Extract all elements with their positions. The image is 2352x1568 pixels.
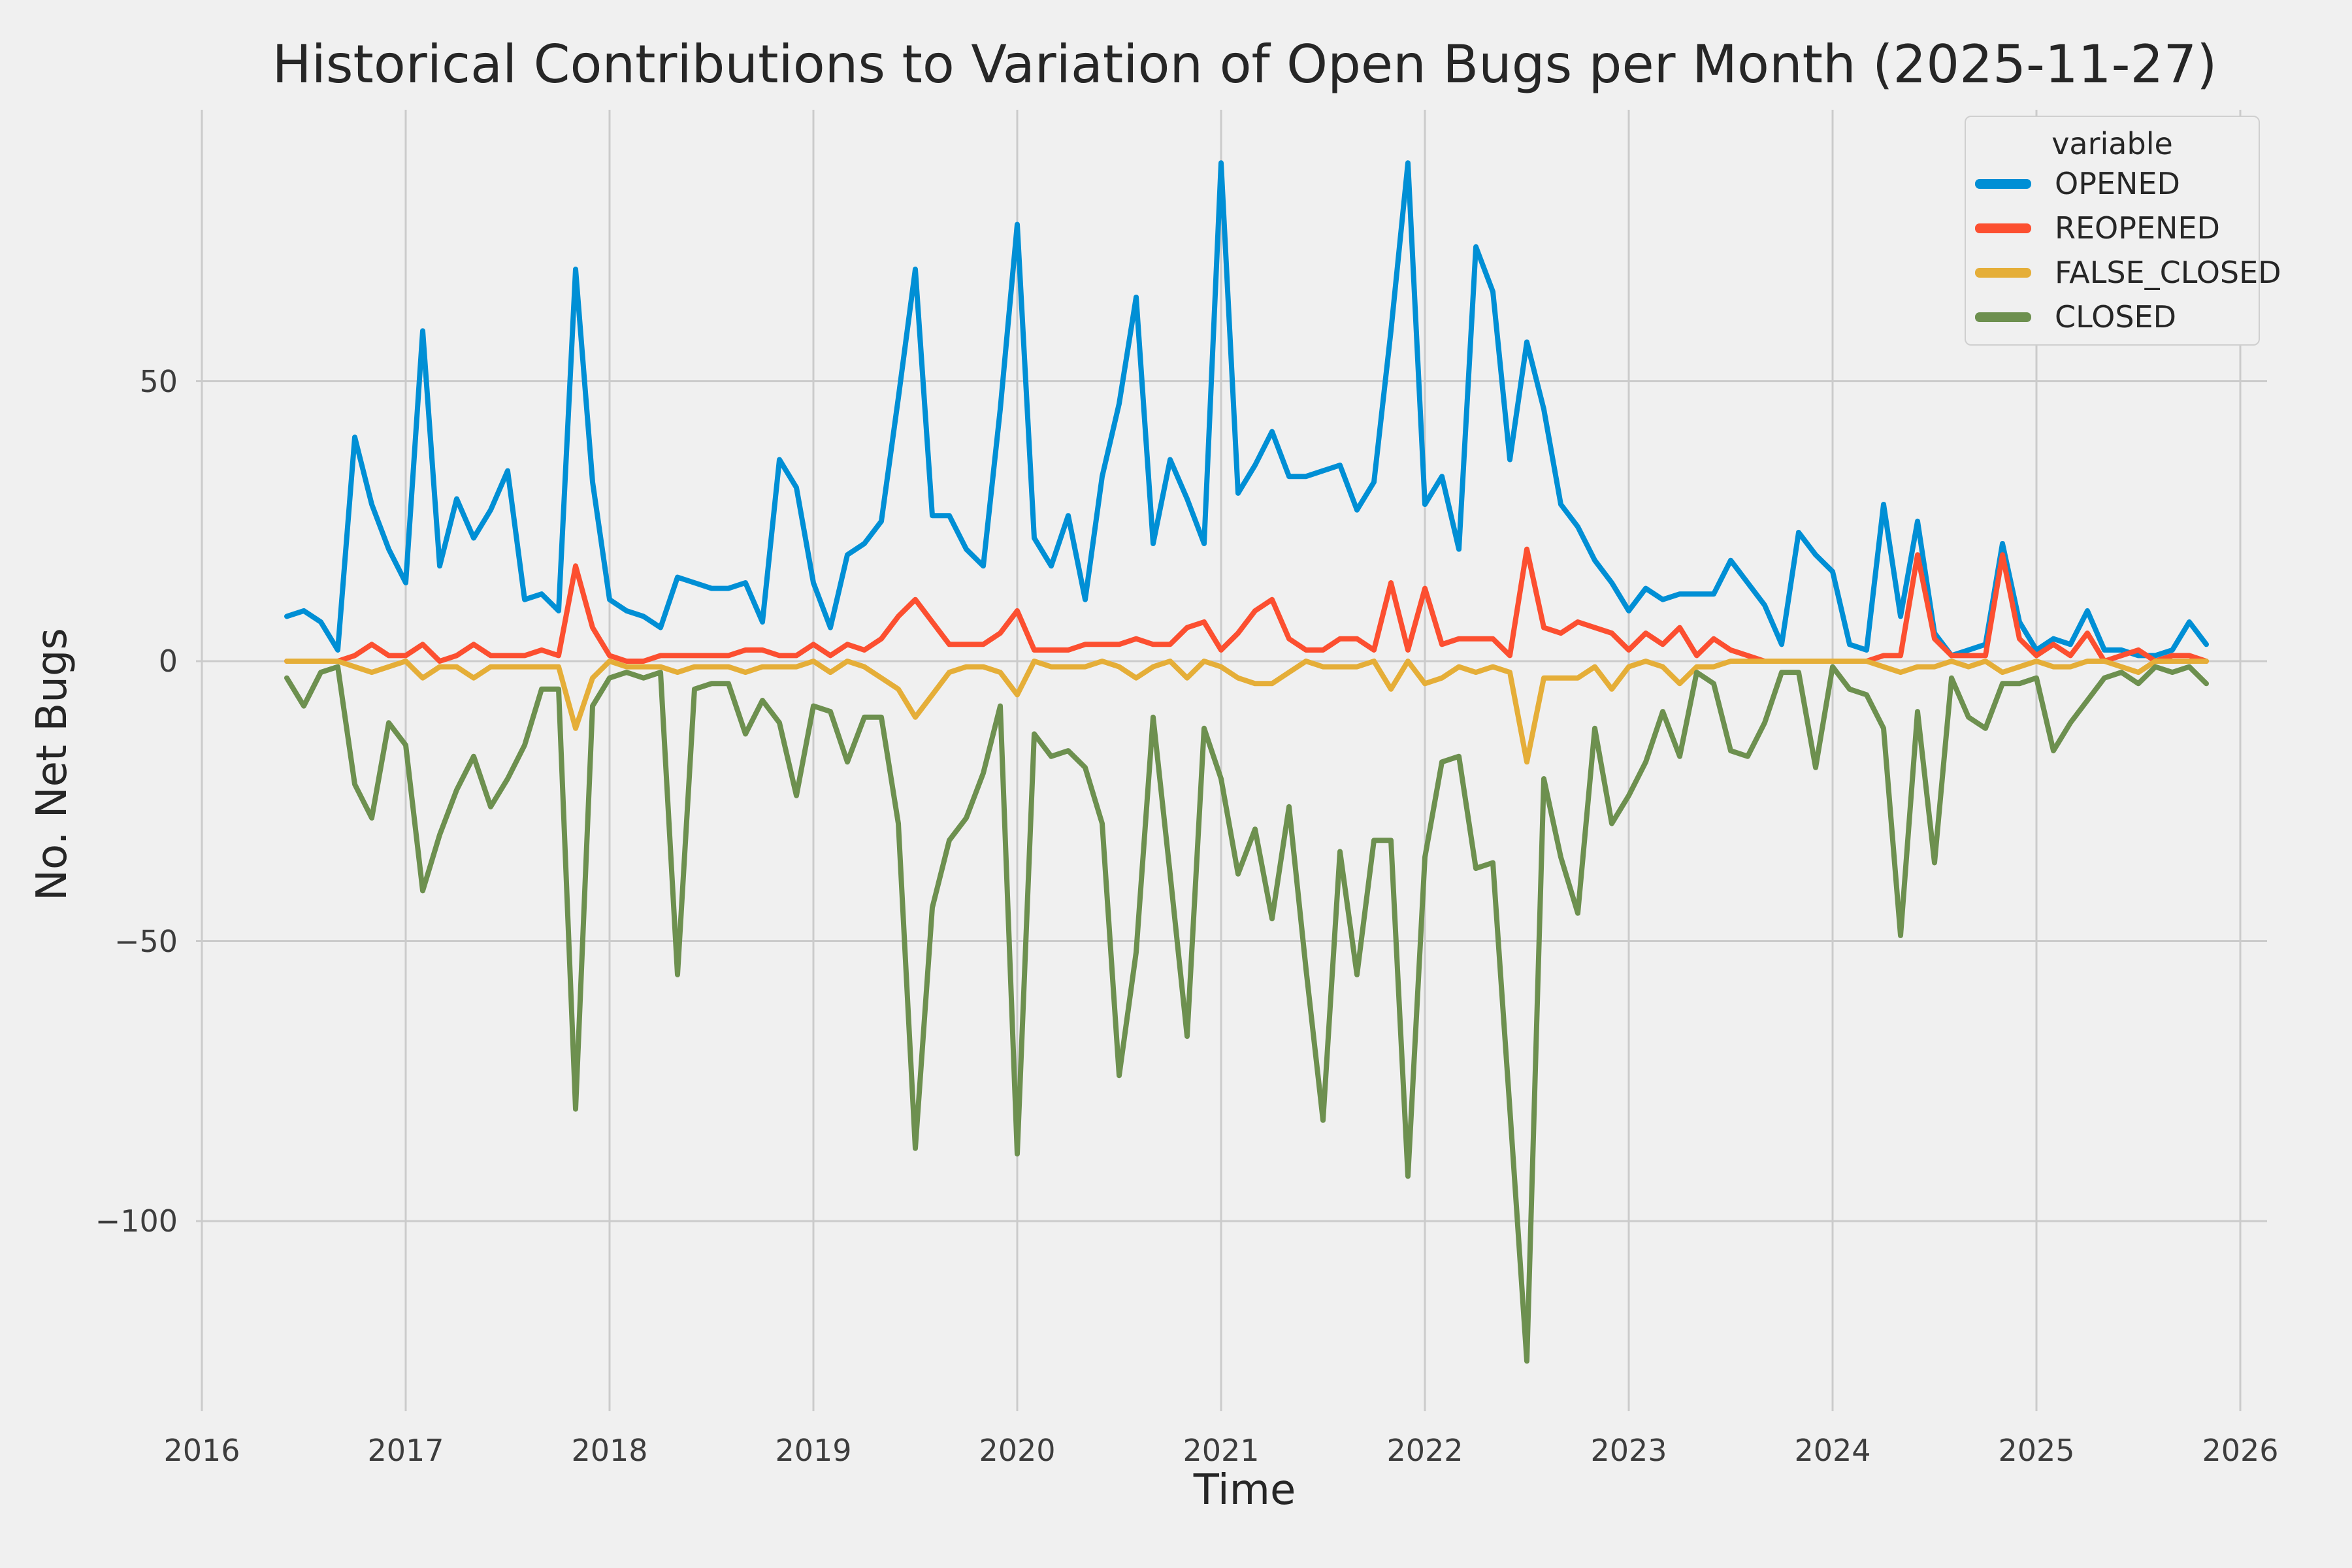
legend-swatch-false_closed bbox=[1975, 267, 2031, 278]
legend: variable OPENED REOPENED FALSE_CLOSED CLOSE… bbox=[1965, 116, 2281, 346]
legend-item-opened: OPENED bbox=[1966, 161, 2259, 206]
x-axis-label: Time bbox=[1193, 1466, 1296, 1514]
legend-item-closed: CLOSED bbox=[1966, 295, 2259, 339]
legend-label-closed: CLOSED bbox=[2055, 299, 2176, 335]
x-tick-label-2024: 2024 bbox=[1794, 1433, 1871, 1468]
series-line-closed bbox=[284, 664, 2209, 1364]
y-tick-label-50: 50 bbox=[139, 363, 178, 399]
legend-swatch-opened bbox=[1975, 178, 2031, 189]
gridlines bbox=[196, 110, 2267, 1411]
y-tick-label-0: 0 bbox=[158, 644, 178, 679]
x-tick-label-2018: 2018 bbox=[571, 1433, 648, 1468]
x-tick-label-2025: 2025 bbox=[1998, 1433, 2075, 1468]
y-axis-label: No. Net Bugs bbox=[28, 628, 76, 901]
legend-label-reopened: REOPENED bbox=[2055, 210, 2220, 246]
legend-items: OPENED REOPENED FALSE_CLOSED CLOSED bbox=[1966, 161, 2281, 339]
legend-swatch-reopened bbox=[1975, 223, 2031, 233]
chart-title: Historical Contributions to Variation of… bbox=[272, 34, 2217, 95]
legend-title: variable bbox=[2051, 126, 2173, 161]
x-tick-label-2019: 2019 bbox=[775, 1433, 852, 1468]
x-tick-label-2022: 2022 bbox=[1386, 1433, 1463, 1468]
series-line-false_closed bbox=[284, 659, 2209, 765]
series-line-opened bbox=[284, 160, 2209, 659]
legend-item-reopened: REOPENED bbox=[1966, 206, 2259, 250]
y-tick-label-−100: −100 bbox=[95, 1203, 178, 1239]
legend-label-false_closed: FALSE_CLOSED bbox=[2055, 255, 2281, 290]
series-lines bbox=[284, 160, 2209, 1364]
x-tick-label-2016: 2016 bbox=[163, 1433, 240, 1468]
x-tick-label-2020: 2020 bbox=[979, 1433, 1056, 1468]
x-tick-label-2026: 2026 bbox=[2202, 1433, 2279, 1468]
x-tick-label-2017: 2017 bbox=[367, 1433, 444, 1468]
legend-swatch-closed bbox=[1975, 312, 2031, 322]
legend-label-opened: OPENED bbox=[2055, 166, 2180, 201]
x-tick-label-2023: 2023 bbox=[1590, 1433, 1667, 1468]
series-line-reopened bbox=[284, 546, 2209, 664]
x-tick-label-2021: 2021 bbox=[1183, 1433, 1260, 1468]
y-tick-label-−50: −50 bbox=[114, 923, 178, 959]
legend-item-false_closed: FALSE_CLOSED bbox=[1966, 250, 2281, 295]
